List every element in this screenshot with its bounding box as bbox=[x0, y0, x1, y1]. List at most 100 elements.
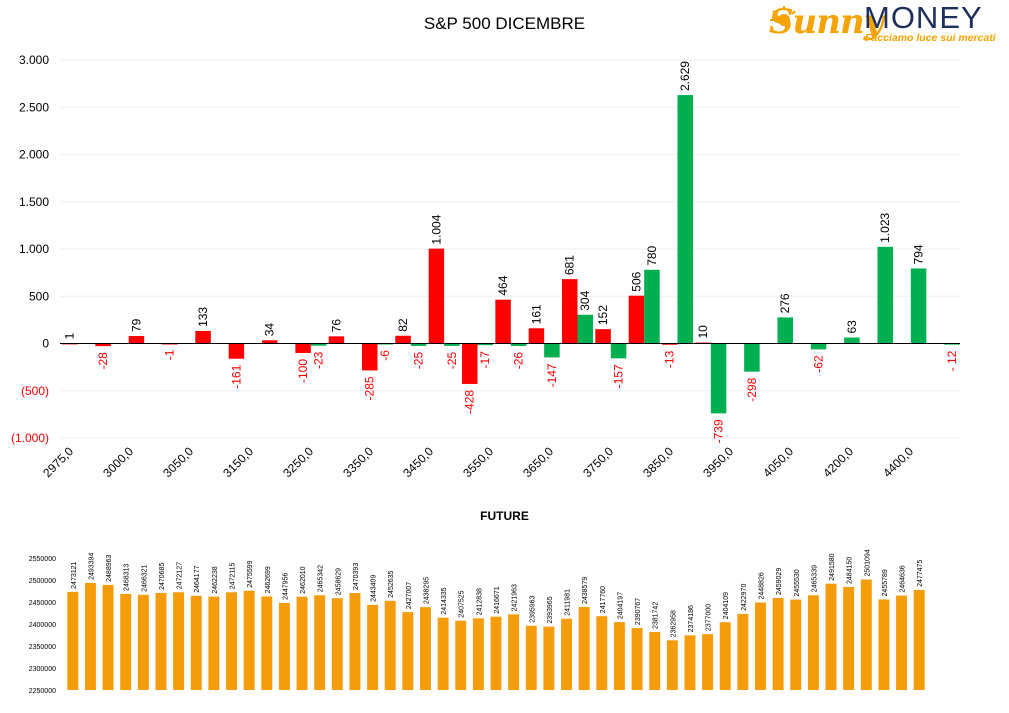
data-label: 79 bbox=[129, 318, 143, 332]
y-tick-label: 1.000 bbox=[19, 242, 49, 256]
bar bbox=[844, 337, 860, 344]
future-data-label: 2443409 bbox=[371, 575, 378, 602]
bar bbox=[595, 329, 611, 344]
future-y-tick-label: 2350000 bbox=[29, 644, 56, 651]
future-bar bbox=[243, 590, 255, 690]
future-bar bbox=[684, 635, 696, 690]
y-tick-label: (1.000) bbox=[11, 431, 49, 445]
future-data-label: 2466321 bbox=[141, 564, 148, 591]
data-label: -298 bbox=[745, 377, 759, 401]
future-y-axis-ticks: 2550000 2500000 2450000 2400000 2350000 23000… bbox=[29, 556, 56, 695]
y-axis-ticks: 3.000 2.500 2.000 1.500 1.000 500 0 (500) (1.000… bbox=[11, 53, 49, 445]
bar bbox=[544, 343, 560, 358]
future-data-label: 2407525 bbox=[459, 590, 466, 617]
future-bar bbox=[155, 592, 167, 690]
future-bar bbox=[755, 602, 766, 690]
future-data-label: 2464636 bbox=[900, 565, 907, 592]
bars bbox=[62, 95, 960, 414]
future-bar bbox=[543, 626, 555, 690]
data-label: -17 bbox=[478, 351, 492, 369]
future-bar bbox=[631, 628, 643, 690]
bar bbox=[195, 330, 211, 344]
data-label: 304 bbox=[578, 290, 592, 310]
future-y-tick-label: 2550000 bbox=[29, 556, 56, 563]
future-bar bbox=[331, 598, 343, 690]
future-bar bbox=[843, 586, 855, 690]
future-bar bbox=[384, 600, 396, 690]
future-bar bbox=[102, 584, 114, 690]
future-data-label: 2493394 bbox=[88, 553, 95, 580]
future-bar bbox=[913, 589, 925, 690]
y-tick-label: 3.000 bbox=[19, 53, 49, 67]
y-tick-label: 2.500 bbox=[19, 100, 49, 114]
future-y-tick-label: 2400000 bbox=[29, 622, 56, 629]
data-label: 1 bbox=[63, 332, 77, 339]
future-data-label: 2395963 bbox=[529, 595, 536, 622]
y-tick-label: 2.000 bbox=[19, 148, 49, 162]
data-label: 152 bbox=[596, 305, 610, 325]
future-bar bbox=[702, 634, 714, 690]
future-data-label: 2464177 bbox=[194, 565, 201, 592]
future-bar bbox=[314, 595, 326, 690]
data-label: -62 bbox=[812, 355, 826, 373]
future-bar bbox=[296, 596, 308, 690]
future-data-label: 2438579 bbox=[582, 577, 589, 604]
future-bar bbox=[190, 595, 202, 690]
future-bar bbox=[226, 592, 237, 690]
bar bbox=[877, 246, 893, 344]
bar bbox=[444, 343, 460, 346]
data-label: - 12 bbox=[945, 350, 959, 371]
main-bar-chart: 3.000 2.500 2.000 1.500 1.000 500 0 (500) (1.000… bbox=[11, 53, 960, 480]
bar bbox=[410, 343, 427, 346]
data-label: 34 bbox=[263, 323, 277, 337]
future-data-label: 2462699 bbox=[265, 566, 272, 593]
future-data-label: 2468313 bbox=[124, 564, 131, 591]
future-bar bbox=[402, 612, 414, 690]
future-data-label: 2421963 bbox=[512, 584, 519, 611]
data-label: -13 bbox=[663, 350, 677, 368]
future-bar bbox=[349, 593, 361, 690]
future-data-label: 2472115 bbox=[230, 562, 237, 589]
future-data-label: 2381742 bbox=[653, 602, 660, 629]
data-label: 76 bbox=[329, 319, 343, 333]
future-bar bbox=[561, 618, 572, 690]
future-data-label: 2412838 bbox=[476, 588, 483, 615]
logo-tagline: Facciamo luce sui mercati bbox=[865, 32, 996, 44]
data-label: 2.629 bbox=[678, 61, 692, 91]
future-bar bbox=[437, 617, 449, 690]
future-bar bbox=[719, 622, 731, 690]
data-label: 82 bbox=[396, 318, 410, 332]
future-data-label: 2422970 bbox=[741, 584, 748, 611]
future-bar bbox=[596, 616, 608, 690]
bar bbox=[310, 343, 327, 346]
future-data-label: 2452635 bbox=[388, 570, 395, 597]
future-bar bbox=[508, 614, 520, 690]
future-data-label: 2362958 bbox=[670, 610, 677, 637]
data-label: -161 bbox=[229, 364, 243, 388]
bar bbox=[262, 340, 278, 344]
future-data-label: 2377000 bbox=[706, 604, 713, 631]
future-y-tick-label: 2450000 bbox=[29, 600, 56, 607]
future-data-label: 2411981 bbox=[565, 589, 572, 616]
y-tick-label: 500 bbox=[29, 289, 49, 303]
bar bbox=[510, 343, 527, 346]
future-data-label: 2414335 bbox=[441, 587, 448, 614]
future-bar bbox=[84, 582, 96, 690]
bar bbox=[910, 268, 927, 344]
future-data-label: 2390767 bbox=[635, 598, 642, 625]
future-bar bbox=[878, 599, 890, 690]
future-data-label: 2374186 bbox=[688, 605, 695, 632]
bar bbox=[944, 343, 960, 345]
data-label: 63 bbox=[845, 320, 859, 334]
future-bar bbox=[790, 599, 802, 690]
future-chart-title: FUTURE bbox=[480, 509, 529, 523]
bar bbox=[562, 279, 578, 344]
future-data-label: 2438295 bbox=[423, 577, 430, 604]
future-bar bbox=[825, 583, 837, 690]
bar bbox=[577, 314, 593, 344]
bar bbox=[662, 343, 678, 345]
future-bar bbox=[455, 620, 467, 690]
future-data-label: 2448826 bbox=[758, 572, 765, 599]
bar bbox=[644, 269, 660, 344]
data-label: -6 bbox=[378, 350, 392, 361]
